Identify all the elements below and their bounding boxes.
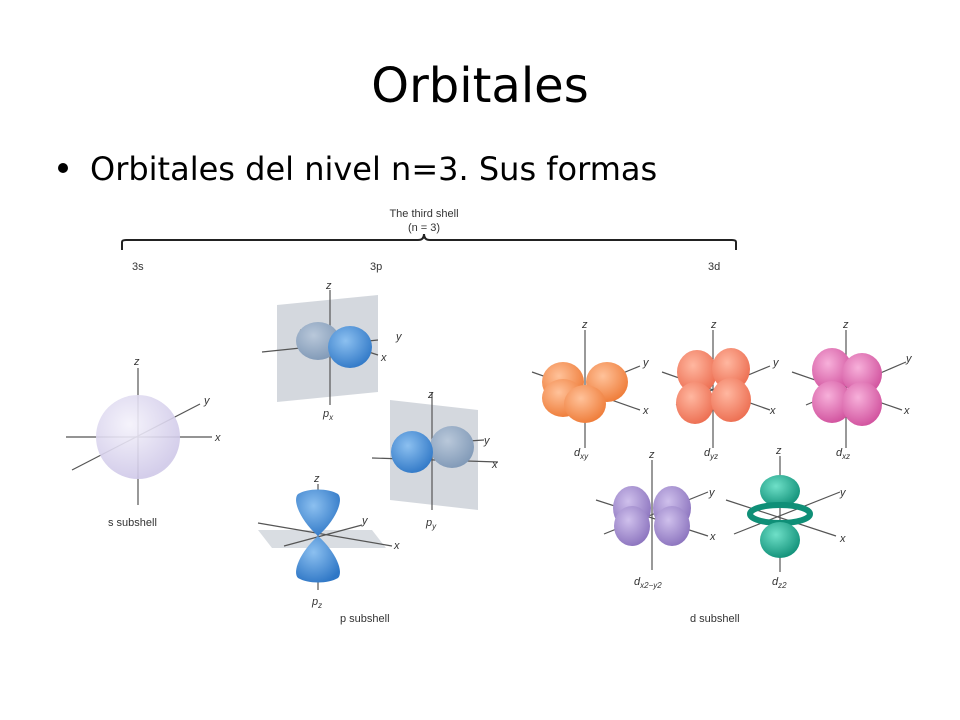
svg-text:x: x bbox=[769, 405, 776, 417]
svg-text:z: z bbox=[842, 319, 849, 331]
shell-title: The third shell bbox=[389, 208, 458, 220]
svg-text:y: y bbox=[839, 487, 847, 499]
orbital-dx2-y2: z y x dx2−y2 bbox=[595, 449, 716, 590]
head-3d: 3d bbox=[708, 261, 720, 273]
svg-text:dx2−y2: dx2−y2 bbox=[634, 576, 662, 590]
svg-text:x: x bbox=[491, 459, 498, 471]
orbital-s: z y x s subshell bbox=[66, 356, 221, 529]
orbital-px: z y x px bbox=[261, 280, 403, 422]
svg-text:x: x bbox=[214, 432, 221, 444]
orbital-py: z y x py bbox=[371, 389, 499, 531]
svg-text:x: x bbox=[642, 405, 649, 417]
svg-text:pz: pz bbox=[311, 596, 322, 610]
svg-text:z: z bbox=[648, 449, 655, 461]
caption-s-subshell: s subshell bbox=[108, 517, 157, 529]
svg-text:dyz: dyz bbox=[704, 447, 718, 461]
svg-text:py: py bbox=[425, 517, 437, 531]
orbital-dxy: z y x dxy bbox=[531, 319, 650, 461]
svg-text:z: z bbox=[427, 389, 434, 401]
svg-text:y: y bbox=[395, 331, 403, 343]
svg-text:y: y bbox=[361, 515, 369, 527]
svg-text:px: px bbox=[322, 408, 334, 422]
head-3p: 3p bbox=[370, 261, 382, 273]
svg-text:z: z bbox=[775, 445, 782, 457]
svg-text:dxy: dxy bbox=[574, 447, 589, 461]
s-sphere bbox=[96, 395, 180, 479]
head-3s: 3s bbox=[132, 261, 144, 273]
orbital-pz: z y x pz p subshell bbox=[257, 473, 400, 625]
svg-text:x: x bbox=[839, 533, 846, 545]
svg-text:x: x bbox=[393, 540, 400, 552]
py-lobe-front bbox=[391, 431, 433, 473]
svg-text:y: y bbox=[642, 357, 650, 369]
shell-n: (n = 3) bbox=[408, 222, 440, 234]
pz-lobe-top bbox=[296, 489, 340, 536]
orbital-dz2: z y x dz2 d subshell bbox=[690, 445, 847, 625]
svg-text:y: y bbox=[203, 395, 211, 407]
slide-bullet: Orbitales del nivel n=3. Sus formas bbox=[58, 150, 657, 188]
bullet-dot bbox=[58, 163, 68, 173]
shell-brace bbox=[121, 233, 737, 250]
px-lobe-front bbox=[328, 326, 372, 368]
svg-text:z: z bbox=[581, 319, 588, 331]
slide-title: Orbitales bbox=[371, 58, 589, 114]
caption-p-subshell: p subshell bbox=[340, 613, 390, 625]
svg-text:z: z bbox=[313, 473, 320, 485]
py-lobe-back bbox=[430, 426, 474, 468]
svg-text:x: x bbox=[380, 352, 387, 364]
svg-text:x: x bbox=[709, 531, 716, 543]
svg-text:x: x bbox=[903, 405, 910, 417]
svg-text:dz2: dz2 bbox=[772, 576, 787, 590]
svg-text:y: y bbox=[483, 435, 491, 447]
svg-text:y: y bbox=[708, 487, 716, 499]
orbital-dxz: z y x dxz bbox=[791, 319, 913, 461]
svg-text:z: z bbox=[710, 319, 717, 331]
bullet-text: Orbitales del nivel n=3. Sus formas bbox=[90, 150, 658, 188]
svg-text:dxz: dxz bbox=[836, 447, 850, 461]
pz-plane bbox=[258, 530, 386, 548]
svg-text:z: z bbox=[325, 280, 332, 292]
svg-text:z: z bbox=[133, 356, 140, 368]
svg-text:y: y bbox=[772, 357, 780, 369]
pz-lobe-bottom bbox=[296, 536, 340, 583]
svg-text:y: y bbox=[905, 353, 913, 365]
caption-d-subshell: d subshell bbox=[690, 613, 740, 625]
orbital-dyz: z y x dyz bbox=[661, 319, 780, 461]
